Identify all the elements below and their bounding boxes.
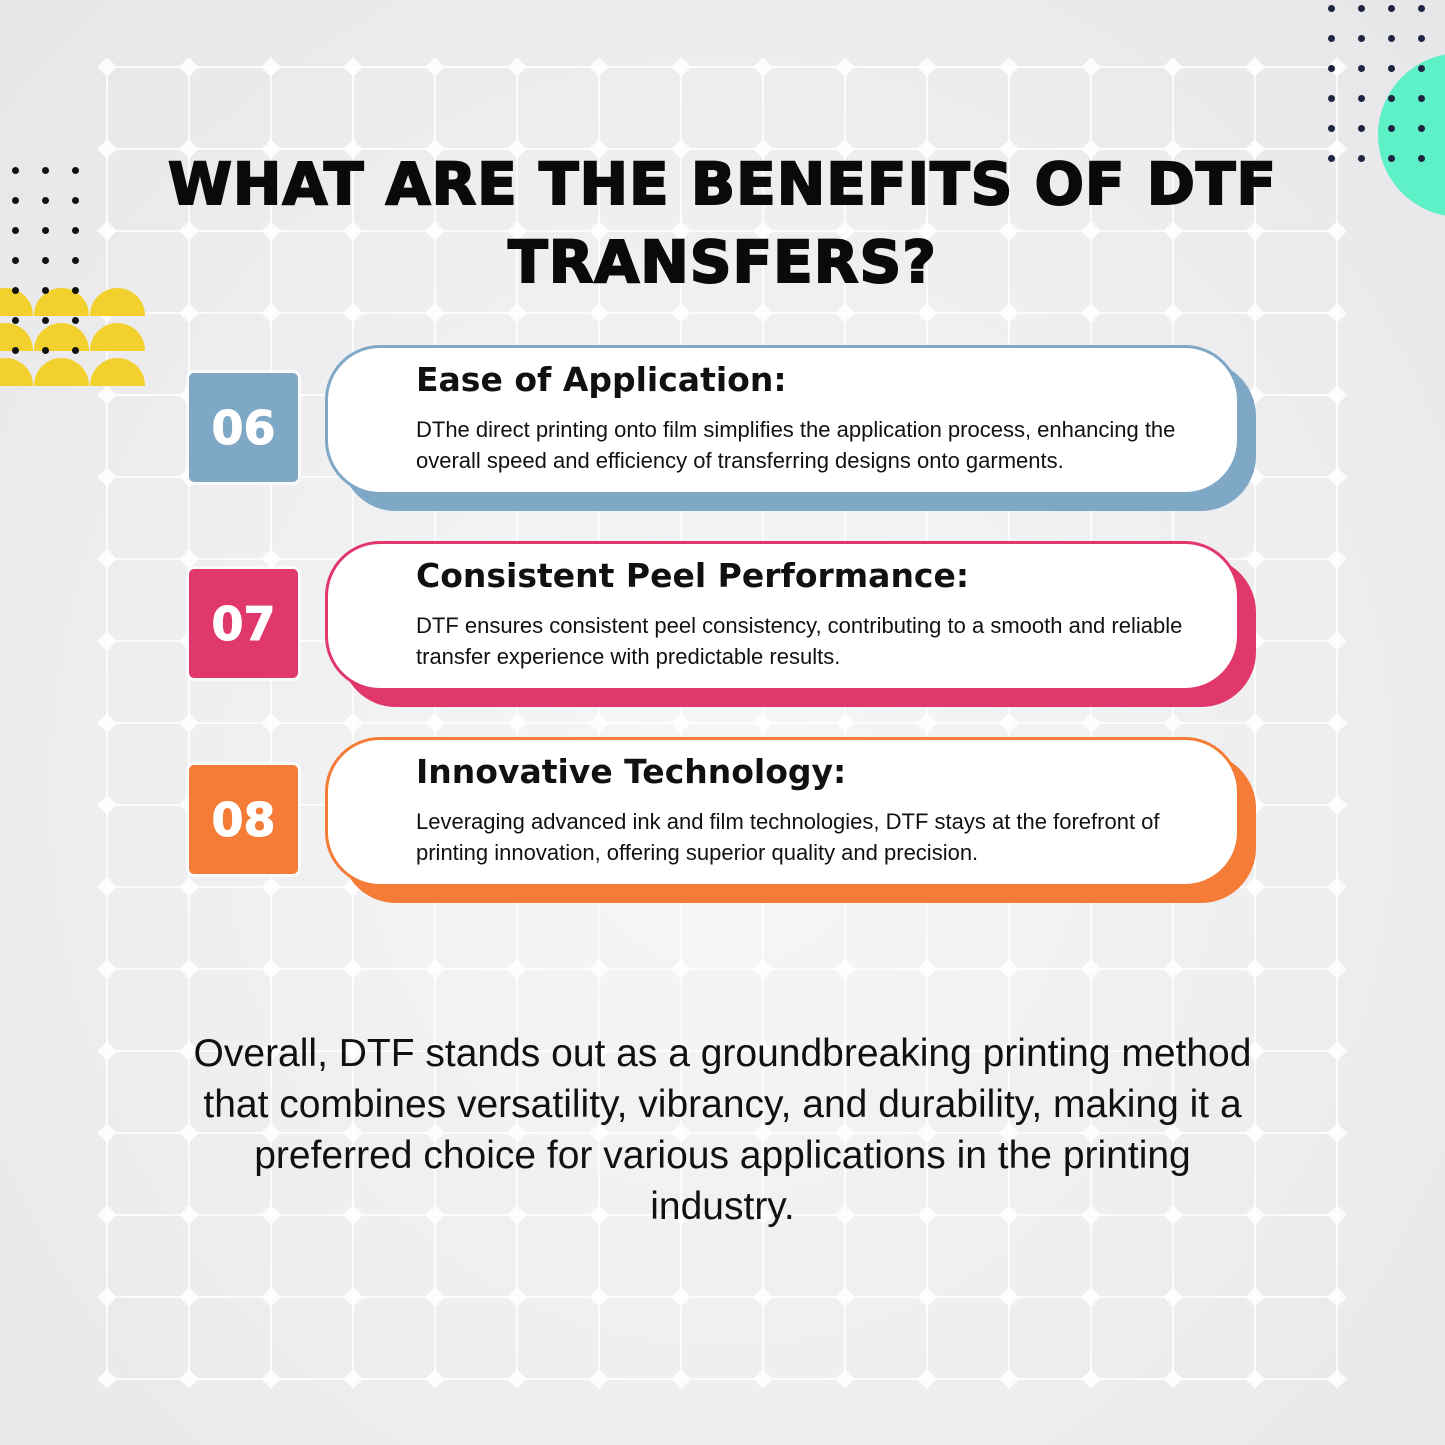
dot bbox=[1328, 35, 1335, 42]
dot bbox=[1418, 95, 1425, 102]
dot bbox=[72, 317, 79, 324]
dot bbox=[12, 197, 19, 204]
item-number-badge: 06 bbox=[189, 373, 298, 482]
dot bbox=[1418, 35, 1425, 42]
item-number-badge: 07 bbox=[189, 569, 298, 678]
dot bbox=[1418, 155, 1425, 162]
benefit-card: Ease of Application: DThe direct printin… bbox=[325, 345, 1240, 495]
dot bbox=[1388, 125, 1395, 132]
dot bbox=[12, 167, 19, 174]
dot bbox=[1358, 125, 1365, 132]
dot bbox=[72, 197, 79, 204]
dot bbox=[1418, 5, 1425, 12]
dot bbox=[1388, 5, 1395, 12]
benefit-card: Consistent Peel Performance: DTF ensures… bbox=[325, 541, 1240, 691]
dot bbox=[42, 197, 49, 204]
dot bbox=[1328, 95, 1335, 102]
dot bbox=[12, 317, 19, 324]
dot bbox=[42, 287, 49, 294]
dot bbox=[1328, 125, 1335, 132]
dot bbox=[12, 227, 19, 234]
dot bbox=[12, 347, 19, 354]
dot bbox=[12, 287, 19, 294]
dot bbox=[1388, 35, 1395, 42]
dot bbox=[72, 257, 79, 264]
dot bbox=[72, 347, 79, 354]
benefit-card: Innovative Technology: Leveraging advanc… bbox=[325, 737, 1240, 887]
dot bbox=[1388, 155, 1395, 162]
dot bbox=[72, 227, 79, 234]
dot bbox=[42, 347, 49, 354]
dot bbox=[1388, 95, 1395, 102]
page-title: WHAT ARE THE BENEFITS OF DTF TRANSFERS? bbox=[167, 149, 1278, 297]
benefit-heading: Ease of Application: bbox=[416, 360, 787, 399]
dot bbox=[1328, 155, 1335, 162]
dot bbox=[42, 257, 49, 264]
dot bbox=[12, 257, 19, 264]
dot bbox=[1328, 5, 1335, 12]
dot bbox=[1358, 35, 1365, 42]
dot bbox=[72, 287, 79, 294]
dot bbox=[72, 167, 79, 174]
dot bbox=[1358, 5, 1365, 12]
benefit-description: DTF ensures consistent peel consistency,… bbox=[416, 613, 1183, 669]
item-number-badge: 08 bbox=[189, 765, 298, 874]
benefit-description: Leveraging advanced ink and film technol… bbox=[416, 809, 1160, 865]
benefit-heading: Innovative Technology: bbox=[416, 752, 847, 791]
dot bbox=[1418, 65, 1425, 72]
dot bbox=[42, 227, 49, 234]
dot bbox=[1418, 125, 1425, 132]
dot bbox=[42, 167, 49, 174]
dot bbox=[1358, 155, 1365, 162]
benefit-description: DThe direct printing onto film simplifie… bbox=[416, 417, 1176, 473]
teal-circle bbox=[1378, 54, 1445, 216]
dot bbox=[42, 317, 49, 324]
dot bbox=[1358, 65, 1365, 72]
dot bbox=[1388, 65, 1395, 72]
benefit-heading: Consistent Peel Performance: bbox=[416, 556, 970, 595]
dot bbox=[1328, 65, 1335, 72]
dot bbox=[1358, 95, 1365, 102]
summary-text: Overall, DTF stands out as a groundbreak… bbox=[193, 1032, 1252, 1228]
